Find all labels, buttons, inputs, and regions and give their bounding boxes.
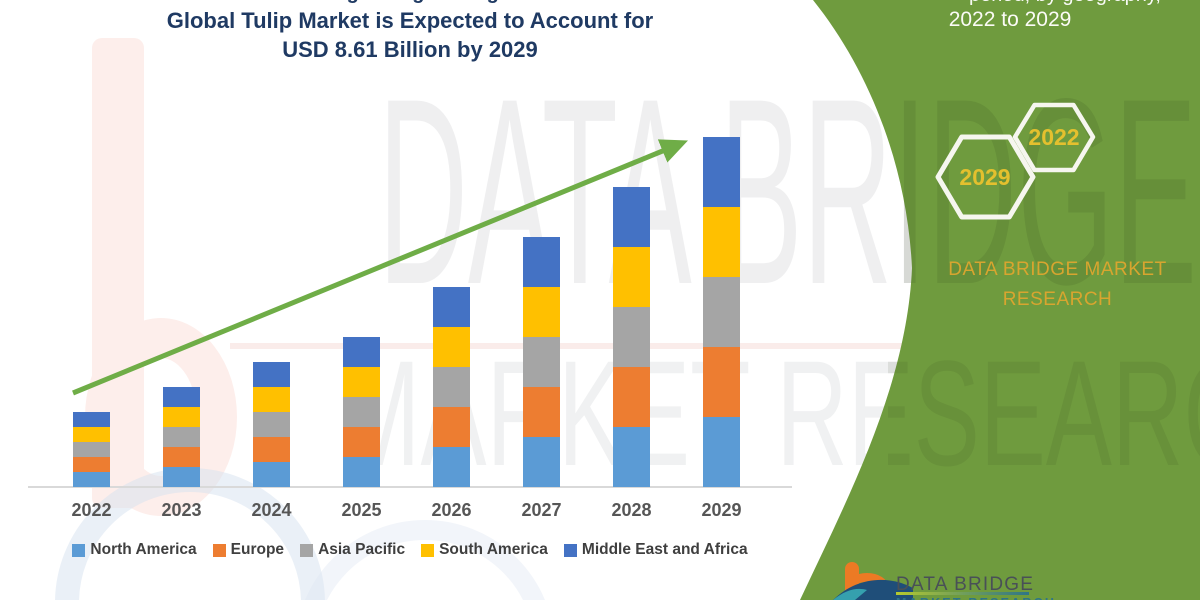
x-axis-label-2027: 2027: [521, 500, 562, 520]
segment-asia-pacific: [703, 277, 740, 347]
legend-swatch-icon: [300, 543, 314, 557]
segment-south-america: [613, 247, 650, 307]
legend-swatch-icon: [212, 543, 226, 557]
segment-north-america: [703, 417, 740, 487]
bar-2024: [253, 362, 290, 487]
bar-2029: [703, 137, 740, 487]
x-axis-label-2023: 2023: [161, 500, 202, 520]
segment-asia-pacific: [613, 307, 650, 367]
legend-item-north-america: North America: [72, 541, 197, 559]
legend-swatch-icon: [421, 543, 435, 557]
sidebar-brand-line2: RESEARCH: [1002, 289, 1113, 310]
segment-north-america: [433, 447, 470, 487]
segment-south-america: [523, 287, 560, 337]
x-axis-line: [28, 486, 792, 488]
x-axis-label-2025: 2025: [341, 500, 382, 520]
x-axis-label-2022: 2022: [71, 500, 112, 520]
legend-swatch-icon: [72, 543, 86, 557]
segment-north-america: [253, 462, 290, 487]
segment-asia-pacific: [163, 427, 200, 447]
segment-south-america: [433, 327, 470, 367]
segment-asia-pacific: [343, 397, 380, 427]
segment-south-america: [703, 207, 740, 277]
segment-europe: [253, 437, 290, 462]
title-clipped-line: growing at a significant CAGR in the: [110, 0, 930, 5]
legend-label: Europe: [230, 541, 285, 558]
segment-south-america: [253, 387, 290, 412]
segment-south-america: [73, 427, 110, 442]
segment-north-america: [523, 437, 560, 487]
segment-north-america: [343, 457, 380, 487]
segment-middle-east-and-africa: [163, 387, 200, 407]
segment-asia-pacific: [523, 337, 560, 387]
legend-item-middle-east-and-africa: Middle East and Africa: [563, 541, 748, 559]
segment-europe: [433, 407, 470, 447]
sidebar-brand-line1: DATA BRIDGE MARKET: [948, 259, 1167, 280]
segment-south-america: [343, 367, 380, 397]
chart-title-line1: Global Tulip Market is Expected to Accou…: [166, 8, 654, 33]
segment-middle-east-and-africa: [703, 137, 740, 207]
sidebar-forecast-range: 2022 to 2029: [948, 8, 1072, 31]
legend-label: North America: [90, 541, 197, 558]
segment-europe: [73, 457, 110, 472]
legend: North America Europe Asia Pacific South Ame…: [0, 541, 820, 559]
bar-2026: [433, 287, 470, 487]
bar-2028: [613, 187, 650, 487]
footer-logo: DATA BRIDGE MARKET RESEARCH: [825, 550, 1055, 600]
footer-logo-underline: [896, 592, 1029, 595]
bar-2023: [163, 387, 200, 487]
bar-2027: [523, 237, 560, 487]
segment-north-america: [163, 467, 200, 487]
segment-north-america: [613, 427, 650, 487]
sidebar-brand-text: DATA BRIDGE MARKET RESEARCH: [915, 255, 1200, 315]
bar-2025: [343, 337, 380, 487]
legend-label: Asia Pacific: [318, 541, 406, 558]
chart-title-line2: USD 8.61 Billion by 2029: [282, 37, 538, 62]
segment-south-america: [163, 407, 200, 427]
segment-europe: [163, 447, 200, 467]
x-axis-label-2028: 2028: [611, 500, 652, 520]
segment-middle-east-and-africa: [613, 187, 650, 247]
x-axis-label-2029: 2029: [701, 500, 742, 520]
segment-middle-east-and-africa: [343, 337, 380, 367]
segment-north-america: [73, 472, 110, 487]
segment-europe: [703, 347, 740, 417]
legend-item-europe: Europe: [212, 541, 285, 559]
segment-middle-east-and-africa: [433, 287, 470, 327]
x-axis-label-2026: 2026: [431, 500, 472, 520]
footer-logo-subname: MARKET RESEARCH: [896, 596, 1056, 600]
segment-asia-pacific: [253, 412, 290, 437]
segment-europe: [343, 427, 380, 457]
segment-middle-east-and-africa: [253, 362, 290, 387]
legend-swatch-icon: [563, 543, 577, 557]
legend-item-asia-pacific: Asia Pacific: [300, 541, 405, 559]
segment-middle-east-and-africa: [73, 412, 110, 427]
legend-label: South America: [439, 541, 548, 558]
x-axis-label-2024: 2024: [251, 500, 292, 520]
segment-europe: [523, 387, 560, 437]
chart-title: Global Tulip Market is Expected to Accou…: [0, 6, 820, 64]
bar-2022: [73, 412, 110, 487]
legend-label: Middle East and Africa: [581, 541, 748, 558]
segment-asia-pacific: [73, 442, 110, 457]
segment-europe: [613, 367, 650, 427]
segment-middle-east-and-africa: [523, 237, 560, 287]
legend-item-south-america: South America: [421, 541, 548, 559]
sidebar-clipped-line: period, by geography,: [915, 0, 1200, 7]
segment-asia-pacific: [433, 367, 470, 407]
